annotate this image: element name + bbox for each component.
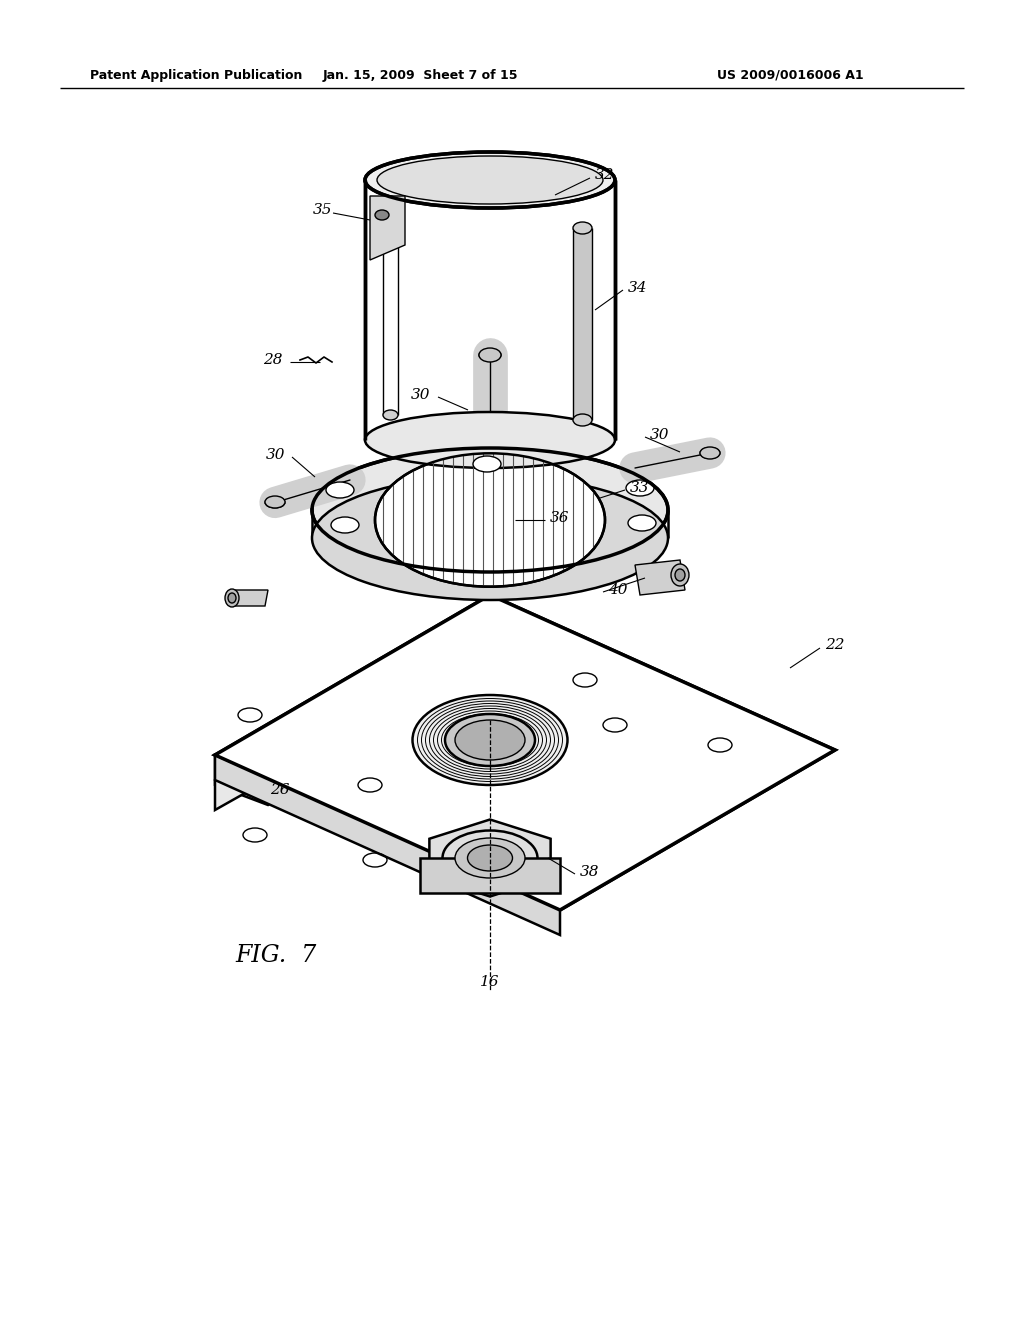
Text: 28: 28 [263,352,283,367]
Text: US 2009/0016006 A1: US 2009/0016006 A1 [717,69,863,82]
Ellipse shape [377,156,603,205]
Polygon shape [215,624,490,805]
Text: 36: 36 [550,511,569,525]
Text: 35: 35 [313,203,333,216]
Ellipse shape [375,210,389,220]
Polygon shape [429,820,551,896]
Ellipse shape [675,569,685,581]
Polygon shape [215,755,560,935]
Text: Jan. 15, 2009  Sheet 7 of 15: Jan. 15, 2009 Sheet 7 of 15 [323,69,518,82]
Ellipse shape [468,845,512,871]
Text: 38: 38 [580,865,599,879]
Text: 40: 40 [608,583,628,597]
Text: 30: 30 [650,428,670,442]
Ellipse shape [312,477,668,601]
Ellipse shape [455,838,525,878]
Text: 32: 32 [595,168,614,182]
Polygon shape [420,858,560,894]
Text: 30: 30 [411,388,430,403]
Polygon shape [573,228,592,420]
Ellipse shape [479,348,501,362]
Ellipse shape [626,480,654,496]
Ellipse shape [365,412,615,469]
Ellipse shape [445,714,535,766]
Ellipse shape [671,564,689,586]
Polygon shape [370,195,406,260]
Polygon shape [215,595,835,909]
Text: 33: 33 [630,480,649,495]
Ellipse shape [479,348,501,360]
Ellipse shape [383,411,398,420]
Ellipse shape [265,498,285,508]
Polygon shape [215,624,490,810]
Ellipse shape [383,230,398,240]
Ellipse shape [442,830,538,886]
Ellipse shape [326,482,354,498]
Text: 34: 34 [628,281,647,294]
Ellipse shape [331,517,359,533]
Polygon shape [215,595,835,909]
Text: 16: 16 [480,975,500,989]
Ellipse shape [628,515,656,531]
Ellipse shape [573,222,592,234]
Ellipse shape [375,453,605,586]
Ellipse shape [700,447,720,458]
Ellipse shape [228,593,236,603]
Text: Patent Application Publication: Patent Application Publication [90,69,302,82]
Ellipse shape [312,447,668,572]
Ellipse shape [573,414,592,426]
Polygon shape [365,180,615,440]
Ellipse shape [473,455,501,473]
Ellipse shape [365,152,615,209]
Ellipse shape [265,496,285,508]
Ellipse shape [413,696,567,785]
Text: FIG.  7: FIG. 7 [234,944,316,966]
Ellipse shape [455,719,525,760]
Polygon shape [635,560,685,595]
Text: 22: 22 [825,638,845,652]
Ellipse shape [700,447,720,459]
Text: 30: 30 [265,447,285,462]
Ellipse shape [225,589,239,607]
Text: 26: 26 [270,783,290,797]
Polygon shape [230,590,268,606]
